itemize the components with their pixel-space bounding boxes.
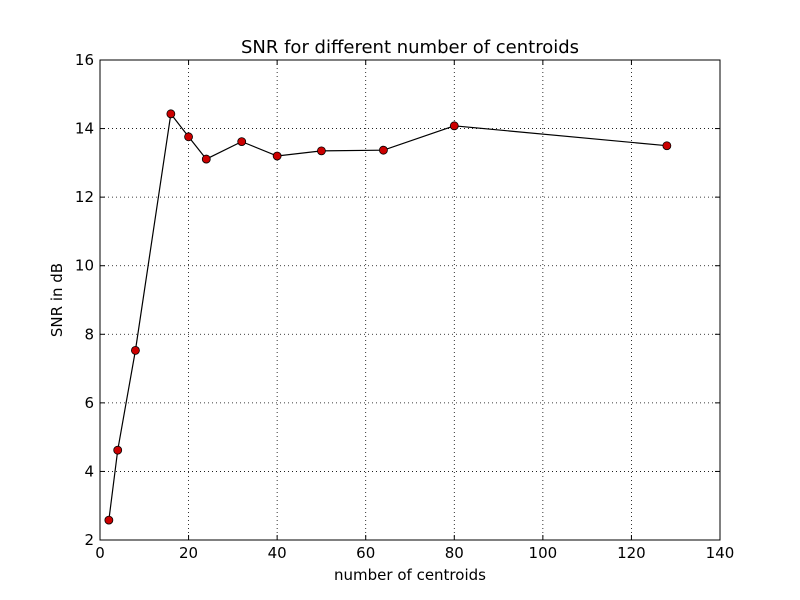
x-tick-label: 100 [529,544,558,562]
data-point-marker [237,137,247,147]
data-point-marker [272,151,282,161]
data-point-marker [104,515,114,525]
x-tick-label: 40 [268,544,287,562]
y-tick-label: 8 [84,325,94,343]
x-tick-label: 20 [179,544,198,562]
x-tick-label: 140 [706,544,735,562]
y-tick-label: 12 [75,188,94,206]
x-tick-label: 0 [95,544,105,562]
plot-area-frame [99,59,721,541]
axis-ticks [99,59,721,541]
x-tick-label: 80 [445,544,464,562]
x-axis-title: number of centroids [334,566,486,584]
chart-title: SNR for different number of centroids [241,37,579,58]
y-tick-label: 14 [75,120,94,138]
x-tick-label: 60 [356,544,375,562]
data-point-marker [184,132,193,142]
data-point-marker [317,146,326,156]
x-axis-tick-labels: 0 20 40 60 80 100 120 140 [95,544,734,562]
y-tick-label: 16 [75,51,94,69]
series-polyline [108,112,667,521]
data-point-marker [449,121,459,131]
x-tick-label: 120 [617,544,646,562]
y-tick-label: 4 [84,462,94,480]
data-point-marker [131,345,140,355]
y-tick-label: 2 [84,531,94,549]
series-line [108,112,667,521]
grid-lines [100,60,720,540]
y-axis-title: SNR in dB [48,263,66,337]
data-point-marker [379,145,388,155]
data-point-marker [662,141,672,151]
data-point-marker [201,154,211,164]
y-tick-label: 6 [84,394,94,412]
data-points [104,109,672,525]
data-point-marker [113,445,123,455]
y-axis-tick-labels: 2 4 6 8 10 12 14 16 [75,51,94,549]
data-point-marker [166,109,176,119]
y-tick-label: 10 [75,257,94,275]
